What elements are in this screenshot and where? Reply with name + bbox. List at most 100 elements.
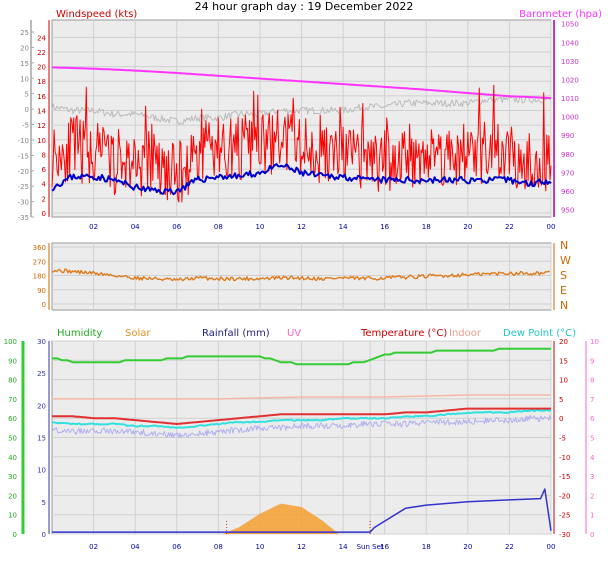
series-wind-direction: [51, 268, 550, 282]
legend-temperature: Temperature (°C): [360, 328, 447, 339]
wind-x-tick-1: 04: [131, 223, 140, 231]
temp-tick-5: -5: [559, 435, 566, 443]
rain-tick-2: 20: [37, 402, 46, 410]
wind-outer-tick-12: -35: [18, 214, 29, 222]
baro-tick-5: 1000: [561, 114, 579, 122]
temp-x-tick-6: 14: [339, 543, 348, 551]
temp-tick-10: -30: [559, 531, 570, 539]
temp-tick-2: 10: [559, 377, 568, 385]
series-humidity: [52, 347, 551, 366]
baro-tick-7: 980: [561, 151, 574, 159]
temp-tick-3: 5: [559, 396, 563, 404]
uv-tick-2: 8: [590, 377, 594, 385]
humidity-tick-3: 70: [8, 396, 17, 404]
wind-left-label: Windspeed (kts): [56, 9, 137, 20]
direction-tick-4: 0: [42, 301, 46, 309]
wind-outer-tick-1: 20: [20, 44, 29, 52]
humidity-tick-2: 80: [8, 377, 17, 385]
humidity-tick-6: 40: [8, 454, 17, 462]
temp-x-tick-0: 02: [89, 543, 98, 551]
wind-x-tick-9: 20: [463, 223, 472, 231]
temp-x-tick-11: 22: [505, 543, 514, 551]
wind-outer-tick-3: 10: [20, 75, 29, 83]
wind-tick-10: 4: [42, 181, 47, 189]
wind-outer-tick-11: -30: [18, 199, 29, 207]
temp-tick-1: 15: [559, 357, 568, 365]
wind-x-tick-3: 08: [214, 223, 223, 231]
rain-tick-3: 15: [37, 435, 46, 443]
temp-tick-6: -10: [559, 454, 570, 462]
wind-x-tick-8: 18: [422, 223, 431, 231]
temp-x-tick-5: 12: [297, 543, 306, 551]
temp-x-tick-8: 16: [380, 543, 389, 551]
temp-x-tick-9: 18: [422, 543, 431, 551]
direction-compass-4: N: [560, 299, 568, 312]
baro-tick-9: 960: [561, 188, 574, 196]
page-title: 24 hour graph day : 19 December 2022: [194, 0, 414, 13]
series-windspeed: [51, 84, 552, 203]
wind-tick-9: 6: [42, 166, 47, 174]
wind-tick-1: 22: [37, 49, 46, 57]
baro-tick-8: 970: [561, 169, 574, 177]
series-dew-point: [51, 408, 552, 429]
baro-tick-6: 990: [561, 132, 574, 140]
uv-tick-1: 9: [590, 357, 594, 365]
series-solar: [222, 503, 339, 534]
series-gust-average: [51, 163, 552, 196]
uv-tick-4: 6: [590, 415, 595, 423]
humidity-tick-10: 0: [13, 531, 17, 539]
humidity-tick-7: 30: [8, 473, 17, 481]
direction-tick-2: 180: [33, 273, 46, 281]
direction-compass-3: E: [560, 284, 567, 297]
wind-tick-2: 20: [37, 64, 46, 72]
wind-tick-4: 16: [37, 93, 46, 101]
baro-tick-0: 1050: [561, 21, 579, 29]
wind-outer-tick-10: -25: [18, 183, 29, 191]
direction-tick-0: 360: [33, 244, 46, 252]
direction-compass-2: S: [560, 269, 567, 282]
series-temperature: [52, 407, 551, 425]
wind-tick-5: 14: [37, 108, 46, 116]
rain-tick-5: 5: [42, 499, 46, 507]
wind-tick-6: 12: [37, 122, 46, 130]
temp-tick-7: -15: [559, 473, 570, 481]
temp-tick-4: 0: [559, 415, 563, 423]
wind-outer-tick-7: -10: [18, 137, 29, 145]
wind-tick-7: 10: [37, 137, 46, 145]
uv-tick-8: 2: [590, 492, 594, 500]
wind-x-tick-11: 00: [547, 223, 556, 231]
rain-tick-1: 25: [37, 370, 46, 378]
wind-x-tick-10: 22: [505, 223, 514, 231]
series-temperature-trace: [51, 414, 552, 439]
uv-tick-3: 7: [590, 396, 594, 404]
wind-tick-12: 0: [42, 210, 46, 218]
series-grey-trace: [51, 95, 552, 126]
direction-compass-0: N: [560, 239, 568, 252]
series-indoor: [52, 394, 551, 400]
temp-tick-0: 20: [559, 338, 568, 346]
wind-x-tick-0: 02: [89, 223, 98, 231]
humidity-tick-4: 60: [8, 415, 17, 423]
wind-x-tick-5: 12: [297, 223, 306, 231]
wind-outer-tick-8: -15: [18, 152, 29, 160]
temp-x-tick-1: 04: [131, 543, 140, 551]
temp-x-tick-2: 06: [172, 543, 181, 551]
uv-tick-5: 5: [590, 435, 594, 443]
legend-humidity: Humidity: [57, 328, 102, 339]
wind-x-tick-6: 14: [339, 223, 348, 231]
legend-rainfall: Rainfall (mm): [202, 328, 270, 339]
wind-outer-tick-6: -5: [22, 122, 29, 130]
temp-tick-9: -25: [559, 512, 570, 520]
humidity-tick-5: 50: [8, 435, 17, 443]
humidity-tick-0: 100: [4, 338, 17, 346]
temp-x-tick-3: 08: [214, 543, 223, 551]
wind-tick-11: 2: [42, 195, 46, 203]
wind-tick-8: 8: [42, 151, 46, 159]
uv-tick-7: 3: [590, 473, 594, 481]
baro-tick-2: 1030: [561, 58, 579, 66]
wind-x-tick-7: 16: [380, 223, 389, 231]
wind-x-tick-2: 06: [172, 223, 181, 231]
uv-tick-10: 0: [590, 531, 594, 539]
wind-outer-tick-9: -20: [18, 168, 29, 176]
wind-tick-0: 24: [37, 34, 46, 42]
